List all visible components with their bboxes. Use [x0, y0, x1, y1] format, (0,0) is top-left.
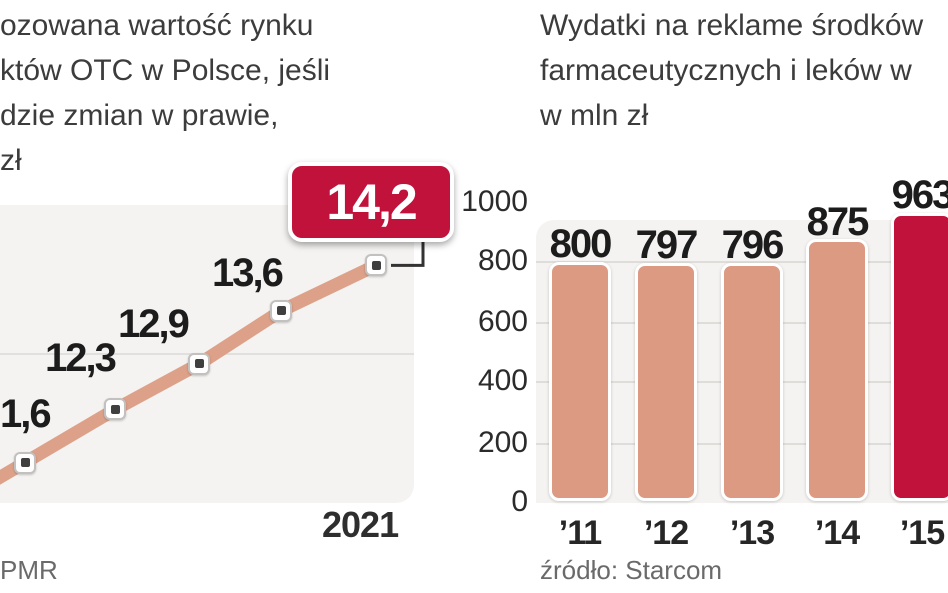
right-title-line: w mln zł: [540, 99, 649, 132]
y-axis-tick-label: 1000: [461, 185, 528, 218]
x-axis-category-label: ’13: [729, 514, 775, 552]
right-chart-title: Wydatki na reklame środków farmaceutyczny…: [540, 3, 923, 138]
point-value-label: 12,3: [45, 336, 117, 380]
y-axis-tick-label: 0: [511, 485, 528, 518]
highlight-badge: 14,2: [288, 162, 454, 242]
badge-connector-line: [391, 235, 425, 267]
bar: [635, 263, 697, 501]
x-axis-category-label: ’15: [899, 514, 945, 552]
bar-value-label: 800: [549, 222, 613, 266]
y-axis-tick-label: 800: [477, 244, 528, 277]
right-title-line: farmaceutycznych i leków w: [540, 54, 912, 87]
bar-highlighted: [891, 213, 948, 501]
left-source-label: PMR: [0, 555, 58, 585]
bar-value-label: 797: [635, 222, 699, 267]
y-axis-tick-label: 200: [477, 426, 528, 459]
point-value-label: 12,9: [118, 302, 190, 346]
x-axis-category-label: ’11: [558, 514, 602, 552]
right-gridline: [536, 261, 948, 263]
bar: [806, 239, 868, 501]
right-source-label: źródło: Starcom: [540, 555, 723, 585]
x-axis-category-label: ’12: [643, 514, 689, 552]
data-point-marker: [270, 299, 292, 322]
data-point-marker: [104, 398, 126, 421]
y-axis-tick-label: 600: [477, 305, 528, 338]
left-title-line: zł: [0, 144, 22, 177]
badge-value: 14,2: [326, 174, 417, 230]
data-point-marker: [188, 352, 210, 375]
bar-value-label: 875: [806, 199, 870, 244]
left-x-axis-label: 2021: [322, 504, 399, 545]
bar-value-label: 963: [891, 173, 948, 218]
data-point-marker: [365, 254, 387, 277]
left-title-line: dzie zmian w prawie,: [0, 99, 279, 132]
bar: [549, 262, 611, 501]
left-title-line: ozowana wartość rynku: [0, 9, 314, 42]
right-title-line: Wydatki na reklame środków: [540, 9, 924, 42]
bar: [721, 263, 783, 501]
x-axis-category-label: ’14: [814, 514, 860, 552]
left-title-line: któw OTC w Polsce, jeśli: [0, 54, 331, 87]
point-value-label: 1,6: [0, 392, 52, 436]
bar-value-label: 796: [721, 223, 785, 268]
left-chart-title: ozowana wartość rynku któw OTC w Polsce, …: [0, 3, 330, 183]
data-point-marker: [14, 451, 36, 474]
y-axis-tick-label: 400: [477, 364, 528, 397]
point-value-label: 13,6: [212, 251, 284, 295]
